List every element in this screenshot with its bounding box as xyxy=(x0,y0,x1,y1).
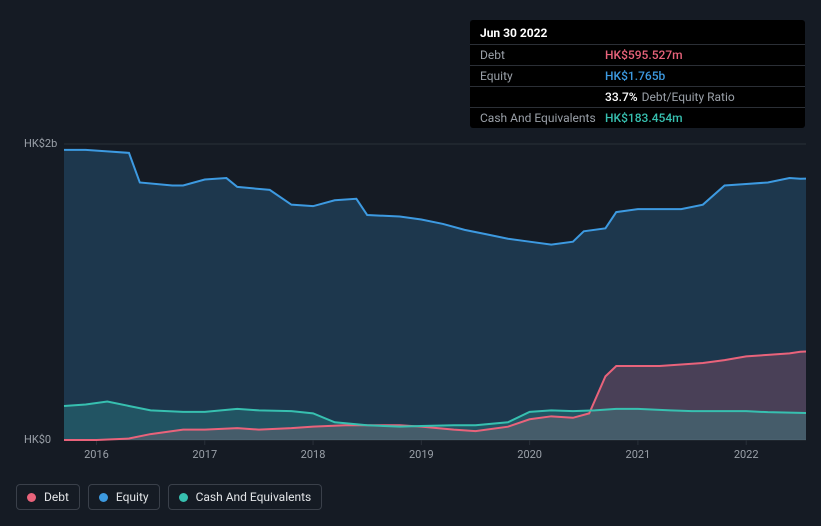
tooltip-row-label: Cash And Equivalents xyxy=(480,111,605,125)
x-axis-tick: 2017 xyxy=(192,448,217,461)
debt-equity-chart: HK$0 HK$2b 2016 2017 2018 2019 2020 2021 2022 xyxy=(16,124,806,484)
tooltip-row-label: Debt xyxy=(480,48,605,62)
x-axis-tick: 2021 xyxy=(626,448,651,461)
legend-label: Equity xyxy=(116,490,149,504)
legend-swatch xyxy=(27,493,36,502)
tooltip-row: 33.7% Debt/Equity Ratio xyxy=(470,86,805,107)
x-axis-tick: 2018 xyxy=(301,448,326,461)
chart-legend: Debt Equity Cash And Equivalents xyxy=(16,484,322,510)
tooltip-row: DebtHK$595.527m xyxy=(470,44,805,65)
chart-svg xyxy=(16,124,806,484)
legend-item[interactable]: Cash And Equivalents xyxy=(168,484,323,510)
legend-swatch xyxy=(179,493,188,502)
tooltip-row-value: HK$183.454m xyxy=(605,111,683,125)
legend-item[interactable]: Debt xyxy=(16,484,80,510)
legend-item[interactable]: Equity xyxy=(88,484,160,510)
legend-label: Cash And Equivalents xyxy=(196,490,312,504)
tooltip-row-value: HK$1.765b xyxy=(605,69,665,83)
tooltip-date: Jun 30 2022 xyxy=(470,26,805,44)
x-axis-tick: 2022 xyxy=(734,448,759,461)
x-axis-tick: 2020 xyxy=(517,448,542,461)
tooltip-row-secondary: Debt/Equity Ratio xyxy=(642,90,735,104)
tooltip-row: EquityHK$1.765b xyxy=(470,65,805,86)
chart-tooltip: Jun 30 2022 DebtHK$595.527mEquityHK$1.76… xyxy=(470,20,805,128)
tooltip-row-label xyxy=(480,90,605,104)
y-axis-tick: HK$2b xyxy=(24,137,57,150)
x-axis-tick: 2019 xyxy=(409,448,434,461)
x-axis-tick: 2016 xyxy=(84,448,109,461)
tooltip-row-value: HK$595.527m xyxy=(605,48,683,62)
y-axis-tick: HK$0 xyxy=(24,433,51,446)
tooltip-row-label: Equity xyxy=(480,69,605,83)
legend-swatch xyxy=(99,493,108,502)
legend-label: Debt xyxy=(44,490,69,504)
tooltip-row-value: 33.7% xyxy=(605,90,638,104)
